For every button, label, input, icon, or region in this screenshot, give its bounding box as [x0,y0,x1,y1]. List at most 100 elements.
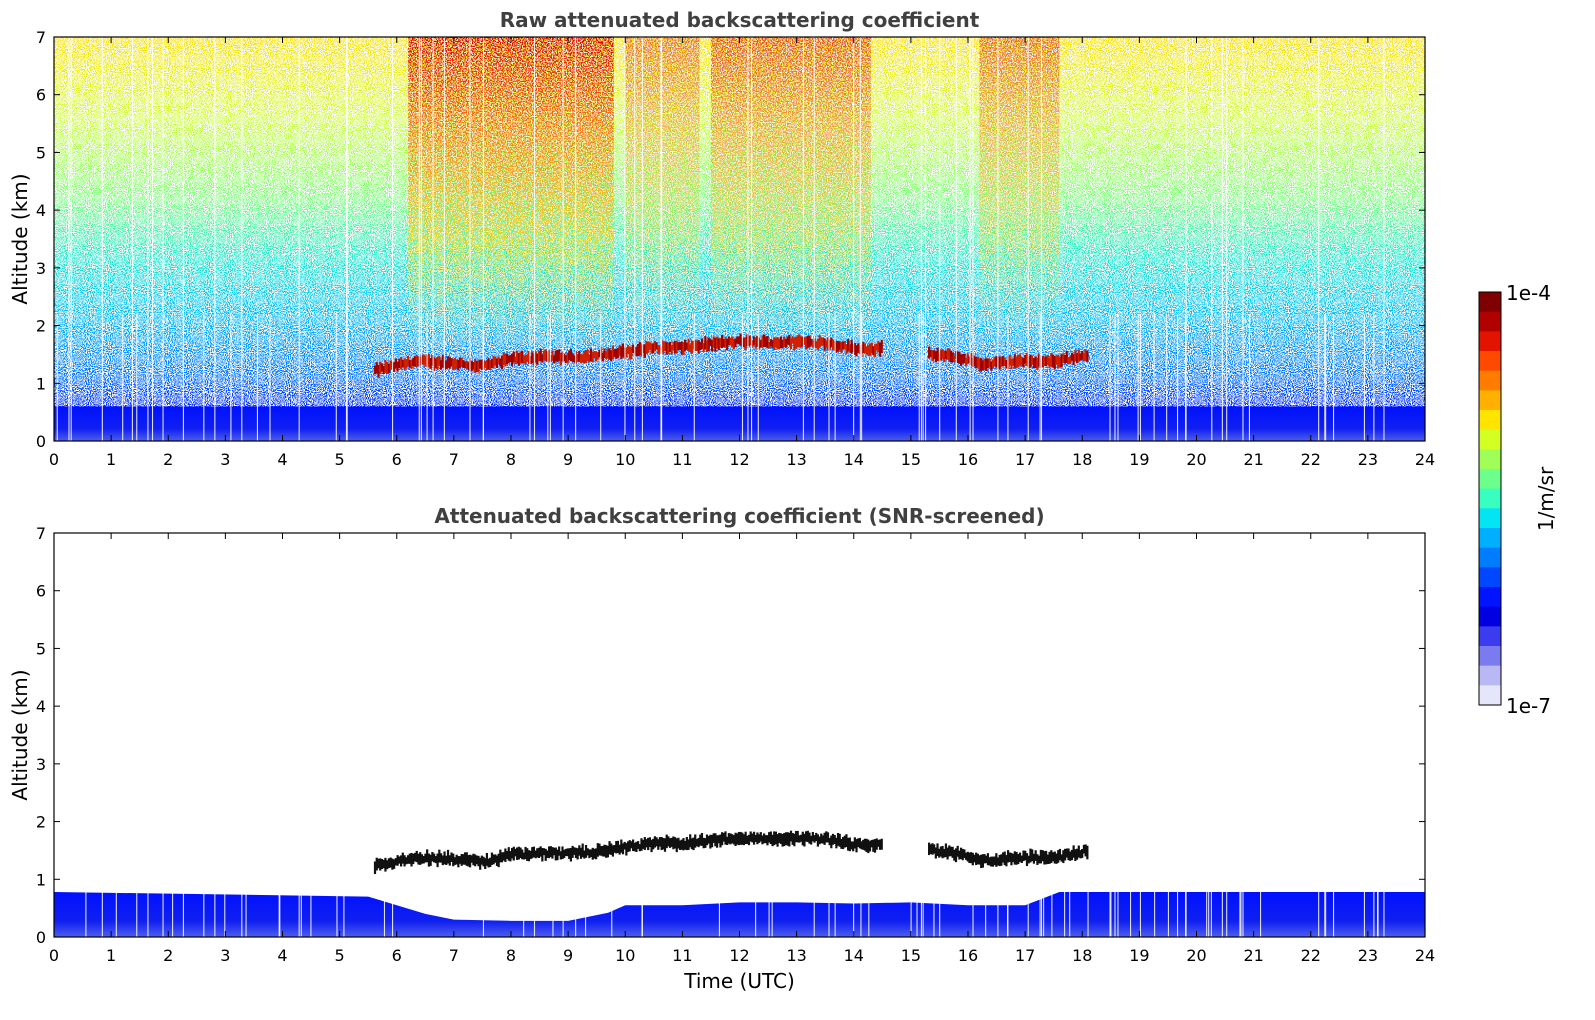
cloud-cell [1000,854,1003,866]
cloud-cell [801,831,804,846]
cloud-cell [406,355,410,366]
cloud-cell [1031,849,1034,862]
cloud-cell [1048,357,1051,368]
cloud-cell [564,355,567,364]
cloud-cell [857,343,860,354]
y-tick-label: 4 [36,201,46,220]
cloud-cell [872,839,875,852]
cloud-cell [850,841,853,850]
cloud-cell [734,832,737,847]
cloud-cell [511,353,514,367]
x-tick-label: 2 [163,450,173,469]
cloud-cell [608,348,611,360]
cloud-cell [561,351,564,362]
cloud-cell [719,834,722,848]
x-tick-label: 15 [901,946,921,965]
cloud-cell [685,837,688,851]
colorbar-swatch [1479,606,1501,627]
y-tick-label: 6 [36,86,46,105]
cloud-cell [880,838,883,850]
cloud-cell [679,840,682,851]
cloud-cell [1022,850,1025,862]
cloud-cell [865,346,868,355]
cloud-cell [393,362,396,372]
cloud-cell [781,833,784,847]
cloud-cell [956,351,959,363]
colorbar-swatch [1479,567,1501,588]
cloud-cell [815,341,818,349]
cloud-cell [521,849,524,860]
cloud-cell [384,360,387,373]
cloud-cell [396,361,399,372]
colorbar-swatch [1479,370,1501,391]
cloud-cell [953,849,956,861]
cloud-cell [581,843,584,858]
cloud-cell [826,337,830,351]
cloud-cell [571,845,574,858]
cloud-cell [868,841,872,852]
cloud-cell [470,360,473,372]
cloud-cell [655,837,658,847]
cloud-cell [551,847,554,859]
cloud-cell [586,848,589,856]
cloud-cell [1067,848,1070,861]
cloud-cell [467,855,470,867]
cloud-cell [707,836,710,844]
cloud-cell [769,339,772,347]
cloud-cell [672,341,675,351]
cloud-cell [1027,855,1030,864]
cloud-cell [983,854,986,864]
cloud-cell [1053,851,1056,864]
cloud-cell [788,832,791,847]
cloud-cell [441,855,444,866]
cloud-cell [537,847,541,858]
cloud-cell [845,344,848,355]
cloud-cell [1025,352,1029,366]
cloud-cell [719,337,722,348]
cloud-cell [561,846,564,860]
cloud-cell [810,338,813,346]
cloud-cell [818,335,821,348]
x-tick-label: 19 [1129,450,1149,469]
cloud-cell [853,837,856,849]
cloud-cell [1062,353,1065,363]
cloud-cell [509,354,512,362]
cloud-cell [645,341,648,354]
y-tick-label: 3 [36,259,46,278]
cloud-cell [1000,357,1003,367]
cloud-cell [522,355,525,364]
cloud-cell [1067,356,1070,365]
cloud-cell [458,856,462,864]
cloud-cell [722,832,725,842]
cloud-cell [731,336,734,348]
cloud-cell [517,353,520,366]
cloud-cell [816,339,820,350]
cloud-cell [948,845,951,857]
cloud-cell [875,343,878,351]
cloud-cell [1065,350,1068,363]
cloud-cell [791,336,794,344]
cloud-cell [747,335,751,347]
cloud-cell [794,830,798,843]
cloud-cell [786,832,789,846]
cloud-cell [1001,356,1005,367]
cloud-cell [773,831,776,846]
cloud-cell [931,843,934,855]
cloud-cell [988,358,991,368]
cloud-cell [1055,355,1058,365]
cloud-cell [512,846,515,861]
cloud-cell [439,360,443,370]
cloud-cell [835,341,838,353]
cloud-cell [704,838,707,848]
cloud-cell [742,337,746,348]
cloud-cell [457,856,460,868]
cloud-cell [867,839,870,854]
cloud-cell [596,352,599,360]
cloud-cell [1074,350,1077,362]
cloud-cell [938,848,941,858]
cloud-cell [752,831,756,845]
cloud-cell [495,855,499,867]
cloud-cell [1018,852,1022,862]
cloud-cell [655,342,658,350]
cloud-cell [1010,852,1013,866]
